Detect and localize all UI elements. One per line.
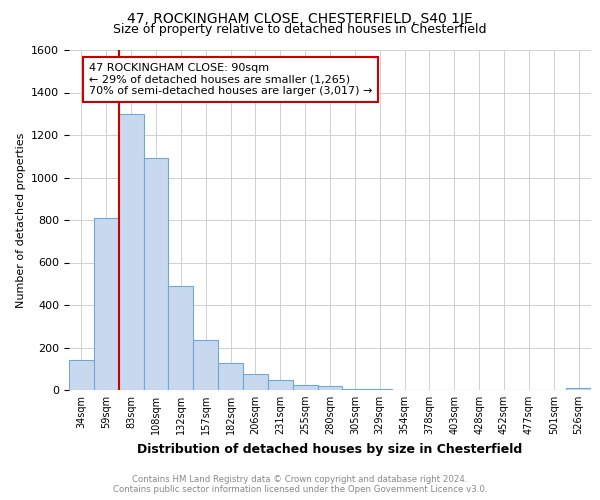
Bar [94, 218, 119, 390]
Bar [169, 286, 193, 390]
Text: 47, ROCKINGHAM CLOSE, CHESTERFIELD, S40 1JE: 47, ROCKINGHAM CLOSE, CHESTERFIELD, S40 … [127, 12, 473, 26]
Bar [367, 389, 392, 390]
Bar [119, 114, 143, 390]
Bar [566, 388, 591, 390]
X-axis label: Distribution of detached houses by size in Chesterfield: Distribution of detached houses by size … [137, 442, 523, 456]
Text: Contains HM Land Registry data © Crown copyright and database right 2024.
Contai: Contains HM Land Registry data © Crown c… [113, 474, 487, 494]
Bar [343, 389, 367, 390]
Bar [193, 340, 218, 390]
Y-axis label: Number of detached properties: Number of detached properties [16, 132, 26, 308]
Bar [268, 380, 293, 390]
Bar [218, 364, 243, 390]
Text: 47 ROCKINGHAM CLOSE: 90sqm
← 29% of detached houses are smaller (1,265)
70% of s: 47 ROCKINGHAM CLOSE: 90sqm ← 29% of deta… [89, 62, 372, 96]
Bar [293, 384, 317, 390]
Bar [243, 374, 268, 390]
Text: Size of property relative to detached houses in Chesterfield: Size of property relative to detached ho… [113, 22, 487, 36]
Bar [69, 360, 94, 390]
Bar [143, 158, 169, 390]
Bar [317, 386, 343, 390]
